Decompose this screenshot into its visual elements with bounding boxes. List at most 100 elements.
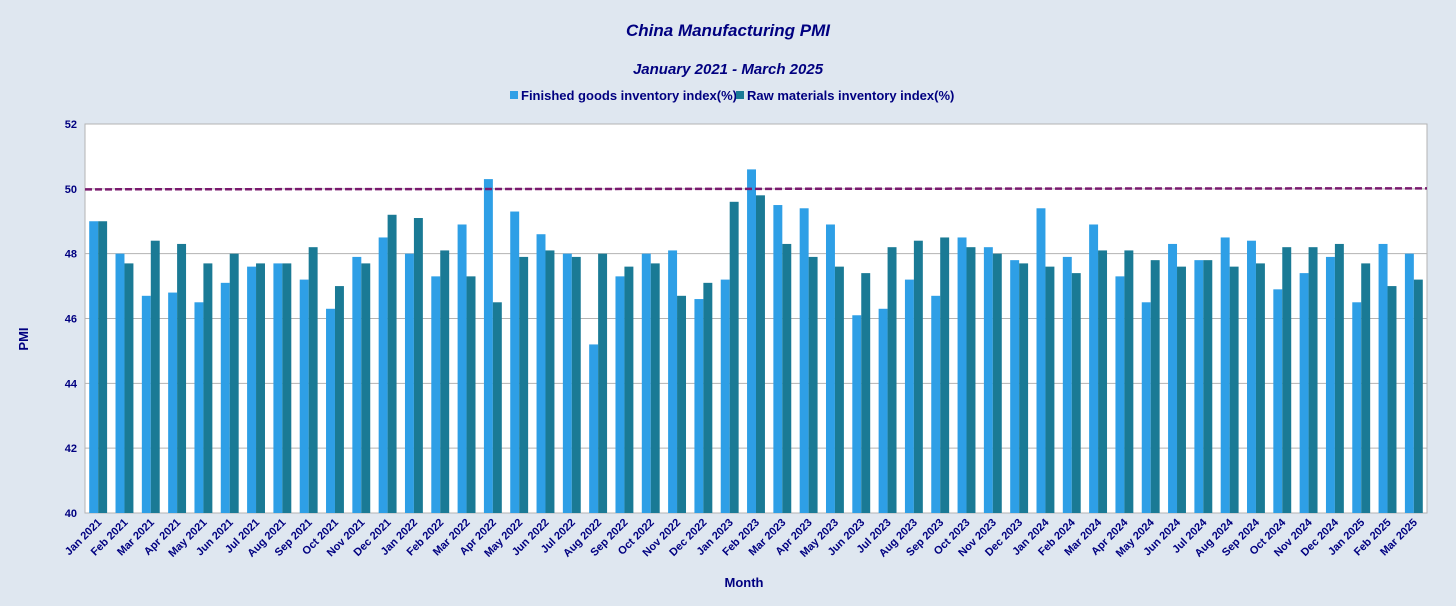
- bar-finished-goods: [378, 237, 388, 513]
- y-tick-label: 50: [65, 184, 77, 196]
- bar-raw-materials: [992, 253, 1002, 514]
- bar-raw-materials: [124, 263, 134, 513]
- bar-finished-goods: [825, 224, 835, 514]
- bars: [89, 169, 1423, 514]
- bar-finished-goods: [326, 308, 335, 513]
- bar-raw-materials: [756, 195, 765, 513]
- bar-raw-materials: [913, 240, 923, 513]
- bar-finished-goods: [168, 292, 178, 513]
- bar-raw-materials: [1045, 266, 1055, 513]
- bar-finished-goods: [694, 299, 704, 513]
- bar-finished-goods: [1062, 256, 1072, 513]
- bar-raw-materials: [519, 256, 529, 513]
- legend-label-finished-goods: Finished goods inventory index(%): [521, 88, 737, 103]
- bar-finished-goods: [1352, 302, 1362, 513]
- bar-raw-materials: [1334, 243, 1344, 513]
- bar-finished-goods: [1036, 208, 1046, 513]
- bar-finished-goods: [89, 221, 99, 513]
- bar-finished-goods: [1247, 240, 1256, 513]
- bar-raw-materials: [1150, 260, 1160, 513]
- bar-raw-materials: [440, 250, 450, 514]
- bar-raw-materials: [1177, 266, 1186, 513]
- bar-finished-goods: [247, 266, 257, 513]
- bar-raw-materials: [703, 282, 713, 513]
- bar-raw-materials: [940, 237, 950, 513]
- legend: Finished goods inventory index(%) Raw ma…: [510, 88, 954, 103]
- bar-finished-goods: [1299, 273, 1309, 513]
- bar-finished-goods: [510, 211, 520, 513]
- bar-finished-goods: [141, 295, 151, 513]
- bar-raw-materials: [334, 286, 344, 513]
- bar-raw-materials: [598, 253, 608, 514]
- bar-finished-goods: [220, 282, 230, 513]
- bar-finished-goods: [641, 253, 651, 514]
- chart-title: China Manufacturing PMI: [626, 21, 831, 40]
- bar-raw-materials: [492, 302, 502, 513]
- bar-raw-materials: [1071, 273, 1081, 513]
- bar-finished-goods: [904, 279, 914, 513]
- bar-raw-materials: [361, 263, 371, 513]
- reference-line: [84, 187, 1428, 191]
- bar-finished-goods: [799, 208, 809, 513]
- bar-raw-materials: [1255, 263, 1265, 513]
- x-axis-title: Month: [725, 575, 764, 590]
- y-tick-label: 40: [65, 508, 77, 520]
- bar-finished-goods: [1010, 260, 1020, 513]
- bar-raw-materials: [282, 263, 292, 513]
- bar-finished-goods: [852, 315, 862, 513]
- bar-finished-goods: [1089, 224, 1099, 514]
- bar-raw-materials: [545, 250, 555, 514]
- bar-raw-materials: [177, 243, 187, 513]
- bar-raw-materials: [229, 253, 239, 514]
- bar-raw-materials: [1098, 250, 1108, 514]
- bar-finished-goods: [273, 263, 283, 513]
- bar-raw-materials: [1413, 279, 1423, 513]
- bar-raw-materials: [1124, 250, 1134, 514]
- bar-raw-materials: [1308, 247, 1318, 513]
- y-tick-label: 48: [65, 249, 77, 261]
- bar-raw-materials: [466, 276, 476, 513]
- bar-finished-goods: [668, 250, 678, 514]
- bar-raw-materials: [256, 263, 265, 513]
- bar-raw-materials: [677, 295, 687, 513]
- y-axis-ticks: 40 42 44 46 48 50 52: [65, 119, 78, 520]
- bar-finished-goods: [536, 234, 546, 513]
- bar-finished-goods: [773, 205, 783, 514]
- bar-raw-materials: [1282, 247, 1292, 513]
- bar-raw-materials: [808, 256, 818, 513]
- bar-raw-materials: [729, 201, 739, 514]
- legend-label-raw-materials: Raw materials inventory index(%): [747, 88, 954, 103]
- bar-finished-goods: [1220, 237, 1230, 513]
- legend-swatch-raw-materials: [736, 91, 744, 99]
- bar-finished-goods: [457, 224, 467, 514]
- bar-finished-goods: [115, 253, 125, 514]
- bar-finished-goods: [1273, 289, 1283, 513]
- bar-finished-goods: [878, 308, 888, 513]
- bar-finished-goods: [194, 302, 204, 513]
- bar-raw-materials: [650, 263, 660, 513]
- bar-raw-materials: [571, 256, 581, 513]
- bar-finished-goods: [931, 295, 941, 513]
- bar-finished-goods: [1404, 253, 1414, 514]
- bar-raw-materials: [1229, 266, 1239, 513]
- bar-raw-materials: [861, 273, 871, 513]
- reference-line-group: [84, 187, 1428, 191]
- bar-raw-materials: [413, 218, 423, 513]
- bar-finished-goods: [1194, 260, 1204, 513]
- bar-raw-materials: [1361, 263, 1371, 513]
- y-axis-title: PMI: [16, 327, 31, 350]
- bar-finished-goods: [957, 237, 967, 513]
- bar-raw-materials: [150, 240, 160, 513]
- bar-finished-goods: [747, 169, 756, 513]
- bar-finished-goods: [1141, 302, 1151, 513]
- y-tick-label: 42: [65, 443, 77, 455]
- bar-raw-materials: [834, 266, 844, 513]
- bar-finished-goods: [1115, 276, 1125, 513]
- y-tick-label: 52: [65, 119, 77, 131]
- bar-raw-materials: [624, 266, 634, 513]
- bar-raw-materials: [1387, 286, 1397, 513]
- legend-swatch-finished-goods: [510, 91, 518, 99]
- bar-raw-materials: [782, 243, 792, 513]
